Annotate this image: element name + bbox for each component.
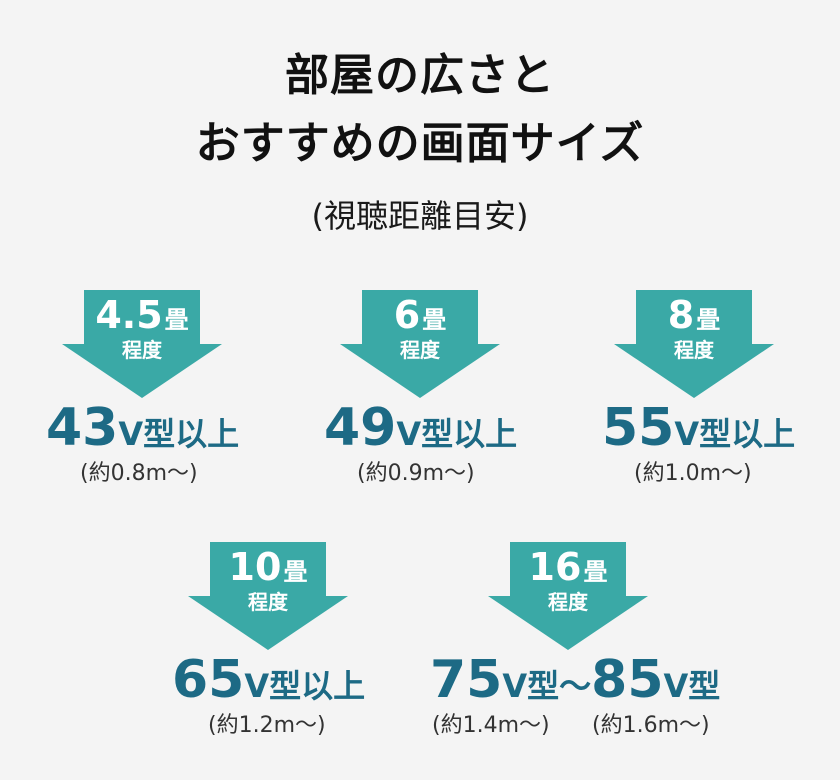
approx-label: 程度 — [674, 338, 714, 362]
room-size-label: 8畳 — [667, 293, 721, 337]
screen-size-label: 55V型以上 — [602, 398, 796, 458]
room-size-label: 4.5畳 — [95, 293, 189, 337]
page-subtitle: (視聴距離目安) — [311, 197, 529, 235]
viewing-distance-label: (約1.0m〜) — [634, 461, 752, 486]
approx-label: 程度 — [548, 590, 588, 614]
screen-size-label: 49V型以上 — [324, 398, 518, 458]
screen-size-label: 75V型〜85V型 — [430, 650, 721, 710]
viewing-distance-label-min: (約1.4m〜) — [432, 713, 550, 738]
viewing-distance-label: (約1.2m〜) — [208, 713, 326, 738]
down-arrow-icon: 8畳 程度 — [614, 290, 774, 398]
down-arrow-icon: 16畳 程度 — [488, 542, 648, 650]
page-title-line2: おすすめの画面サイズ — [195, 118, 645, 169]
room-size-label: 16畳 — [528, 545, 608, 589]
room-size-label: 6畳 — [393, 293, 447, 337]
down-arrow-icon: 4.5畳 程度 — [62, 290, 222, 398]
viewing-distance-label: (約0.9m〜) — [357, 461, 475, 486]
room-size-label: 10畳 — [228, 545, 308, 589]
down-arrow-icon: 10畳 程度 — [188, 542, 348, 650]
viewing-distance-label-max: (約1.6m〜) — [592, 713, 710, 738]
viewing-distance-label: (約0.8m〜) — [80, 461, 198, 486]
down-arrow-icon: 6畳 程度 — [340, 290, 500, 398]
page-title-line1: 部屋の広さと — [285, 50, 555, 101]
approx-label: 程度 — [400, 338, 440, 362]
approx-label: 程度 — [122, 338, 162, 362]
screen-size-label: 65V型以上 — [172, 650, 366, 710]
screen-size-label: 43V型以上 — [46, 398, 240, 458]
approx-label: 程度 — [248, 590, 288, 614]
